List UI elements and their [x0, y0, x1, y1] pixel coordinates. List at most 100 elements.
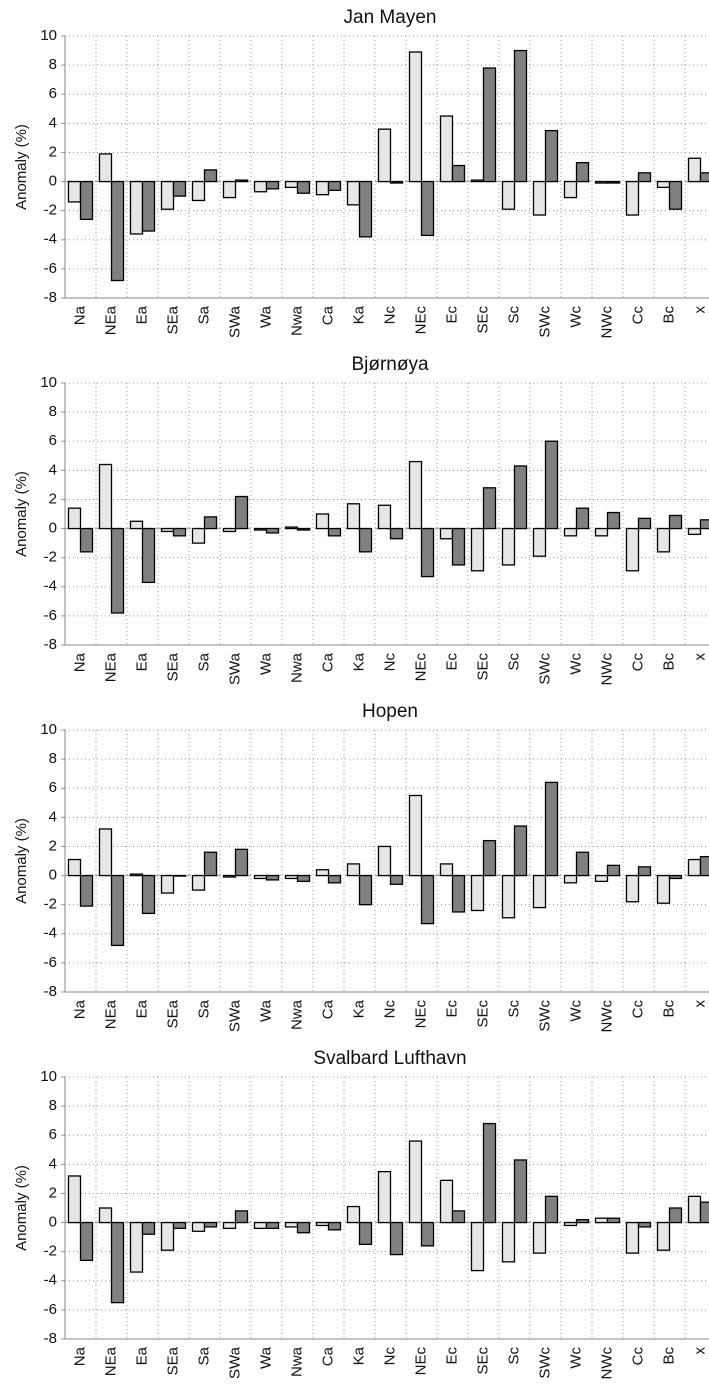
- bar: [172, 180, 187, 197]
- x-tick-label: x: [691, 306, 708, 314]
- bar: [141, 1221, 156, 1235]
- x-tick-label: SWc: [536, 1347, 553, 1379]
- bar: [470, 527, 485, 572]
- bar: [327, 527, 342, 537]
- bar: [234, 1210, 249, 1224]
- bar: [482, 487, 497, 530]
- x-tick-label: SEc: [474, 1347, 491, 1375]
- x-tick-label: SEa: [164, 652, 181, 681]
- x-tick-label: Nwa: [288, 1346, 305, 1377]
- bar: [532, 874, 547, 909]
- bar: [129, 180, 144, 235]
- y-tick-label: 8: [49, 56, 57, 73]
- bar: [222, 874, 237, 878]
- bar: [408, 1140, 423, 1224]
- x-tick-label: Na: [71, 305, 88, 325]
- y-tick-label: 8: [49, 750, 57, 767]
- chart-title: Hopen: [362, 701, 418, 722]
- bar: [377, 504, 392, 530]
- bar: [315, 180, 330, 196]
- bar: [575, 161, 590, 183]
- y-tick-label: -6: [44, 1301, 57, 1318]
- bar: [141, 180, 156, 232]
- x-tick-label: Bc: [660, 1347, 677, 1365]
- bar: [470, 179, 485, 183]
- bar: [172, 527, 187, 537]
- x-tick-label: Sa: [195, 1346, 212, 1365]
- x-tick-label: Bc: [660, 1000, 677, 1018]
- bar: [532, 1221, 547, 1254]
- y-axis-label: Anomaly (%): [13, 124, 30, 210]
- bar: [98, 153, 113, 183]
- bar: [420, 874, 435, 925]
- y-tick-label: 10: [40, 721, 57, 738]
- bar: [482, 839, 497, 877]
- bar: [346, 503, 361, 530]
- bar: [513, 1159, 528, 1224]
- bar: [389, 874, 404, 885]
- bar: [451, 527, 466, 566]
- bar: [222, 1221, 237, 1230]
- x-tick-label: SEc: [474, 653, 491, 681]
- y-tick-label: 10: [40, 374, 57, 391]
- x-tick-label: Sc: [505, 1347, 522, 1365]
- bar: [160, 1221, 175, 1251]
- bar: [420, 1221, 435, 1247]
- x-tick-label: NWc: [598, 1000, 615, 1033]
- bar: [67, 180, 82, 203]
- x-tick-label: Ec: [443, 1000, 460, 1018]
- x-tick-label: SEa: [164, 999, 181, 1028]
- bar: [513, 49, 528, 183]
- x-tick-label: Sc: [505, 1000, 522, 1018]
- bar: [110, 874, 125, 947]
- bar: [160, 180, 175, 210]
- bar: [377, 1170, 392, 1224]
- bar: [296, 180, 311, 194]
- y-axis-label: Anomaly (%): [13, 1165, 30, 1251]
- y-tick-label: -8: [44, 289, 57, 306]
- y-tick-label: 2: [49, 143, 57, 160]
- bar: [501, 180, 516, 210]
- bar: [253, 1221, 268, 1230]
- y-tick-label: -2: [44, 202, 57, 219]
- bar: [451, 874, 466, 913]
- bar: [625, 874, 640, 903]
- x-tick-label: x: [691, 1347, 708, 1355]
- x-tick-label: Ka: [350, 1346, 367, 1365]
- bar: [699, 855, 709, 877]
- bar: [327, 874, 342, 884]
- bar: [625, 1221, 640, 1254]
- x-tick-label: Ea: [133, 1346, 150, 1365]
- y-tick-label: -4: [44, 1272, 57, 1289]
- bar: [346, 1205, 361, 1224]
- bar: [637, 1221, 652, 1228]
- bar: [625, 180, 640, 216]
- x-tick-label: Bc: [660, 653, 677, 671]
- x-tick-label: SEc: [474, 306, 491, 334]
- chart-title: Jan Mayen: [344, 7, 437, 28]
- bar: [377, 128, 392, 183]
- bar: [98, 828, 113, 877]
- bar: [346, 863, 361, 877]
- x-tick-label: NEc: [412, 653, 429, 682]
- x-tick-label: Wa: [257, 652, 274, 675]
- bar: [408, 794, 423, 877]
- bar: [594, 874, 609, 883]
- bar: [606, 180, 621, 184]
- x-tick-label: Sc: [505, 306, 522, 324]
- bar: [358, 1221, 373, 1246]
- bar: [284, 526, 299, 530]
- x-tick-label: Nwa: [288, 652, 305, 683]
- bar: [160, 527, 175, 533]
- x-tick-label: Nc: [381, 306, 398, 325]
- x-tick-label: Ea: [133, 305, 150, 324]
- x-tick-label: Wc: [567, 306, 584, 328]
- x-tick-label: Ca: [319, 305, 336, 325]
- bar: [482, 1122, 497, 1224]
- x-tick-label: Ka: [350, 652, 367, 671]
- x-tick-label: Ka: [350, 999, 367, 1018]
- x-tick-label: x: [691, 653, 708, 661]
- bar: [79, 1221, 94, 1262]
- x-tick-label: SWc: [536, 653, 553, 685]
